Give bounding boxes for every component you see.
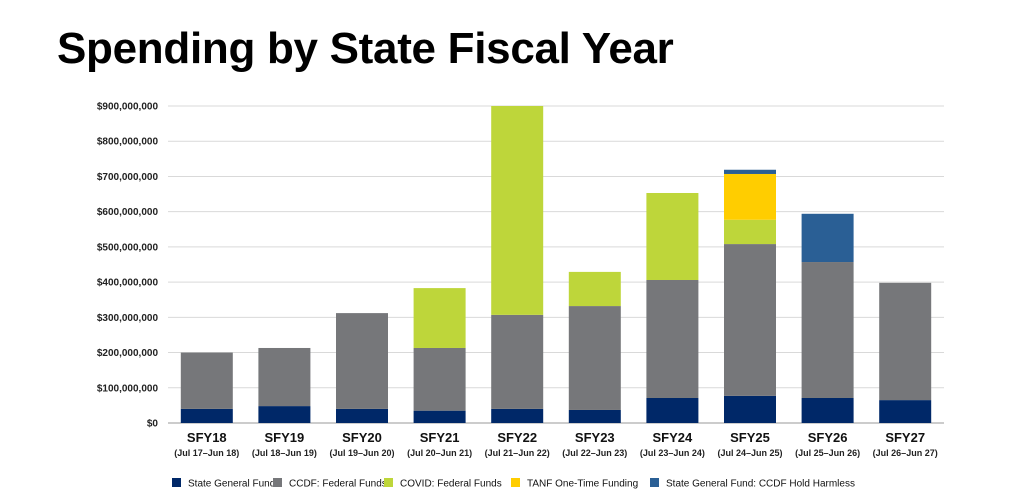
- x-tick-label: SFY21: [420, 430, 460, 445]
- x-tick-label: SFY24: [653, 430, 694, 445]
- y-tick-label: $900,000,000: [97, 102, 159, 113]
- y-tick-label: $300,000,000: [97, 313, 159, 324]
- legend-label: State General Fund: CCDF Hold Harmless: [666, 479, 855, 490]
- bar-segment: [180, 408, 233, 423]
- x-tick-sublabel: (Jul 26–Jun 27): [873, 448, 938, 458]
- y-tick-label: $600,000,000: [97, 207, 159, 218]
- x-tick-label: SFY23: [575, 430, 615, 445]
- bar-segment: [801, 213, 854, 263]
- bar-segment: [180, 352, 233, 409]
- x-tick-sublabel: (Jul 22–Jun 23): [562, 448, 627, 458]
- x-tick-label: SFY22: [497, 430, 537, 445]
- legend-swatch: [172, 478, 181, 487]
- bar-segment: [258, 347, 311, 407]
- chart-title: Spending by State Fiscal Year: [57, 24, 674, 73]
- bar-segment: [568, 306, 621, 410]
- legend-label: CCDF: Federal Funds: [289, 479, 387, 490]
- bar-segment: [258, 406, 311, 423]
- bar-segment: [879, 400, 932, 423]
- legend-label: TANF One-Time Funding: [527, 479, 638, 490]
- x-tick-sublabel: (Jul 20–Jun 21): [407, 448, 472, 458]
- x-tick-sublabel: (Jul 19–Jun 20): [329, 448, 394, 458]
- x-tick-label: SFY27: [885, 430, 925, 445]
- x-tick-label: SFY20: [342, 430, 382, 445]
- x-tick-sublabel: (Jul 25–Jun 26): [795, 448, 860, 458]
- bar-segment: [491, 408, 544, 423]
- legend-swatch: [650, 478, 659, 487]
- bar-segment: [646, 192, 699, 280]
- y-tick-label: $400,000,000: [97, 278, 159, 289]
- x-tick-sublabel: (Jul 21–Jun 22): [485, 448, 550, 458]
- bar-segment: [568, 271, 621, 307]
- x-tick-label: SFY25: [730, 430, 770, 445]
- y-tick-label: $500,000,000: [97, 242, 159, 253]
- y-tick-label: $800,000,000: [97, 137, 159, 148]
- y-tick-label: $700,000,000: [97, 172, 159, 183]
- bar-segment: [724, 219, 776, 245]
- legend-swatch: [511, 478, 520, 487]
- bar-segment: [646, 279, 699, 398]
- x-tick-sublabel: (Jul 23–Jun 24): [640, 448, 705, 458]
- bar-segment: [879, 282, 932, 401]
- bar-segment: [646, 397, 699, 423]
- legend-label: COVID: Federal Funds: [400, 479, 502, 490]
- y-tick-label: $200,000,000: [97, 348, 159, 359]
- bar-segment: [724, 169, 776, 174]
- x-tick-label: SFY19: [265, 430, 305, 445]
- legend-swatch: [384, 478, 393, 487]
- bar-segment: [724, 173, 776, 220]
- bar-segment: [801, 262, 854, 398]
- bar-segment: [724, 395, 776, 423]
- x-tick-sublabel: (Jul 18–Jun 19): [252, 448, 317, 458]
- y-tick-label: $0: [147, 419, 159, 430]
- bar-segment: [413, 347, 466, 411]
- bar-segment: [336, 408, 388, 423]
- bar-segment: [724, 244, 776, 396]
- x-tick-sublabel: (Jul 17–Jun 18): [174, 448, 239, 458]
- bar-segment: [413, 288, 466, 348]
- bar-segment: [801, 397, 854, 423]
- x-tick-sublabel: (Jul 24–Jun 25): [717, 448, 782, 458]
- x-tick-label: SFY18: [187, 430, 227, 445]
- legend-label: State General Fund: [188, 479, 275, 490]
- bar-segment: [568, 409, 621, 423]
- legend-swatch: [273, 478, 282, 487]
- bar-segment: [413, 410, 466, 423]
- y-tick-label: $100,000,000: [97, 383, 159, 394]
- x-tick-label: SFY26: [808, 430, 848, 445]
- bar-segment: [336, 313, 388, 409]
- bar-segment: [491, 106, 544, 315]
- bar-segment: [491, 314, 544, 409]
